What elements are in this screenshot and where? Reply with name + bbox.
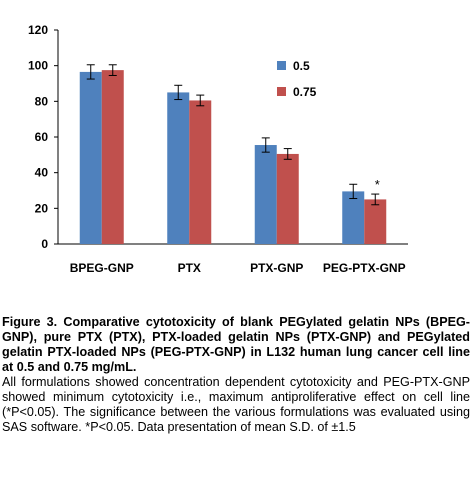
x-tick-label: PEG-PTX-GNP (323, 261, 406, 275)
bar (342, 191, 365, 244)
bar (79, 71, 102, 245)
x-tick-label: PTX (178, 261, 201, 275)
y-tick-label: 80 (35, 94, 49, 108)
bar (364, 199, 387, 244)
x-tick-label: PTX-GNP (250, 261, 303, 275)
chart-figure: 0 20 40 60 80 100 120 BPEG-GNP PTX PTX-GNP PEG-PTX… (28, 23, 408, 275)
caption-body: All formulations showed concentration de… (2, 375, 470, 434)
y-tick-label: 0 (41, 237, 48, 251)
bar (167, 92, 190, 245)
legend-swatch (277, 61, 286, 70)
y-tick-label: 100 (28, 59, 48, 73)
figure-caption: Figure 3. Comparative cytotoxicity of bl… (2, 315, 470, 435)
caption-title: Figure 3. Comparative cytotoxicity of bl… (2, 315, 470, 374)
bar (276, 153, 299, 244)
y-tick-label: 40 (35, 166, 49, 180)
bar (189, 100, 212, 244)
bar (101, 70, 124, 244)
legend-label: 0.75 (293, 85, 317, 99)
significance-marker: * (375, 177, 380, 192)
bar (254, 145, 277, 244)
y-tick-label: 20 (35, 201, 49, 215)
x-tick-label: BPEG-GNP (70, 261, 134, 275)
y-tick-label: 60 (35, 130, 49, 144)
legend-label: 0.5 (293, 59, 310, 73)
legend-swatch (277, 87, 286, 96)
y-tick-label: 120 (28, 23, 48, 37)
bar-chart: 0 20 40 60 80 100 120 BPEG-GNP PTX PTX-GNP PEG-PTX… (28, 23, 408, 275)
